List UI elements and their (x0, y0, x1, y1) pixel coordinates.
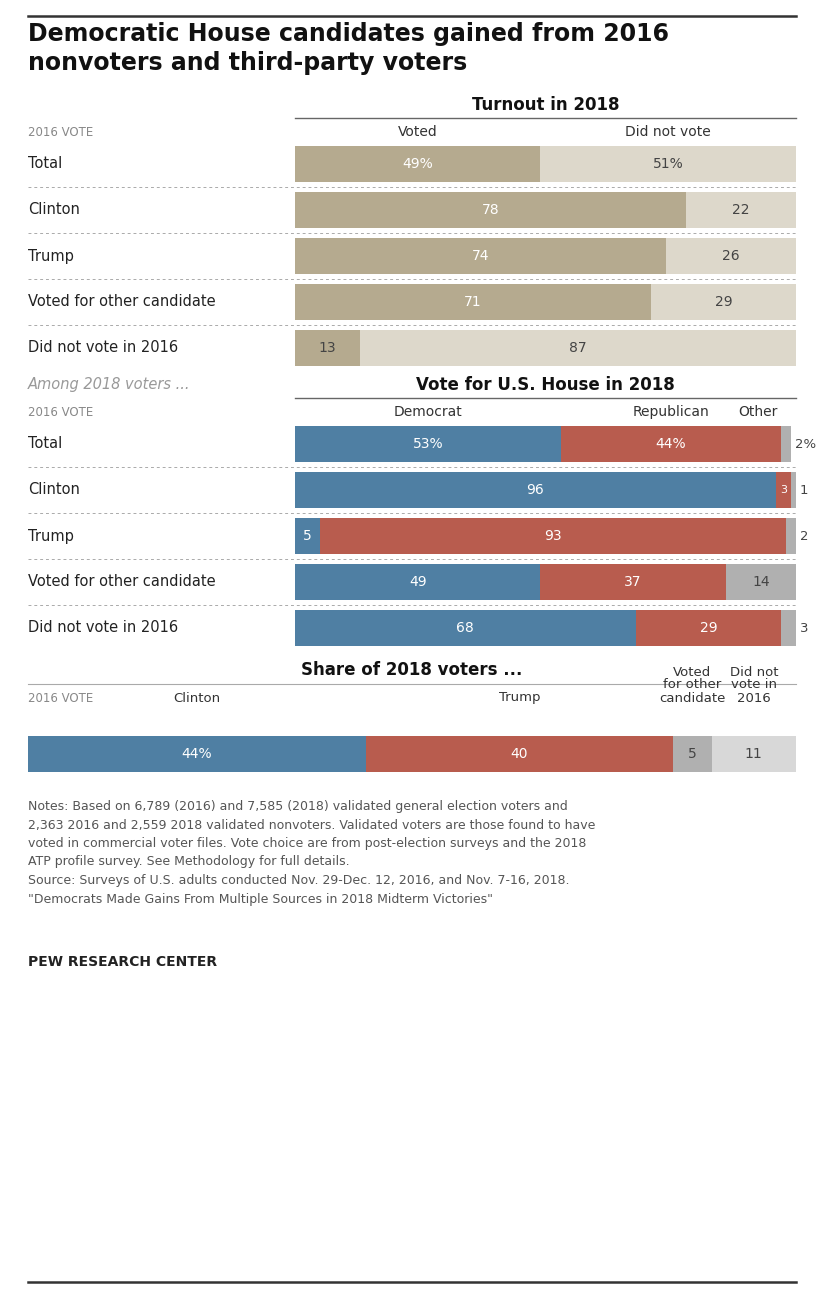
Text: Clinton: Clinton (28, 483, 80, 497)
Bar (561, 426, 781, 462)
Text: 49: 49 (409, 575, 426, 589)
Bar (540, 145, 796, 182)
Text: 87: 87 (569, 341, 587, 354)
Text: 2016 VOTE: 2016 VOTE (28, 126, 93, 139)
Text: 29: 29 (714, 295, 732, 309)
Text: 71: 71 (464, 295, 482, 309)
Text: Did not vote in 2016: Did not vote in 2016 (28, 620, 178, 636)
Bar (666, 238, 796, 274)
Text: Voted for other candidate: Voted for other candidate (28, 575, 216, 589)
Text: Voted: Voted (398, 125, 438, 139)
Text: Voted for other candidate: Voted for other candidate (28, 295, 216, 309)
Text: 78: 78 (482, 202, 499, 217)
Bar (28, 736, 366, 772)
Text: 14: 14 (752, 575, 770, 589)
Bar (791, 472, 796, 508)
Bar (295, 284, 651, 321)
Text: 2%: 2% (795, 437, 816, 450)
Text: Notes: Based on 6,789 (2016) and 7,585 (2018) validated general election voters : Notes: Based on 6,789 (2016) and 7,585 (… (28, 800, 596, 906)
Text: 37: 37 (624, 575, 642, 589)
Text: Democratic House candidates gained from 2016
nonvoters and third-party voters: Democratic House candidates gained from … (28, 22, 669, 75)
Bar (295, 565, 540, 600)
Bar (686, 192, 796, 228)
Text: candidate: candidate (659, 692, 725, 705)
Text: PEW RESEARCH CENTER: PEW RESEARCH CENTER (28, 955, 217, 970)
Text: 2: 2 (800, 530, 809, 543)
Bar (295, 238, 666, 274)
Text: Among 2018 voters ...: Among 2018 voters ... (28, 376, 191, 392)
Bar (726, 565, 796, 600)
Text: 3: 3 (800, 622, 809, 635)
Bar (781, 610, 796, 646)
Bar (320, 518, 786, 554)
Text: Share of 2018 voters ...: Share of 2018 voters ... (301, 661, 523, 679)
Text: 2016 VOTE: 2016 VOTE (28, 692, 93, 705)
Text: vote in: vote in (731, 679, 776, 692)
Text: Democrat: Democrat (393, 405, 462, 419)
Bar (366, 736, 673, 772)
Text: Total: Total (28, 157, 62, 171)
Text: 5: 5 (688, 748, 696, 761)
Text: Trump: Trump (28, 248, 74, 263)
Text: 49%: 49% (402, 157, 433, 171)
Text: Did not: Did not (729, 666, 778, 679)
Bar (295, 426, 561, 462)
Text: 40: 40 (510, 748, 529, 761)
Text: 96: 96 (527, 483, 544, 497)
Bar (636, 610, 781, 646)
Bar (295, 472, 776, 508)
Text: Vote for U.S. House in 2018: Vote for U.S. House in 2018 (416, 376, 675, 395)
Text: Trump: Trump (28, 528, 74, 544)
Text: 22: 22 (732, 202, 750, 217)
Bar (651, 284, 796, 321)
Text: 51%: 51% (653, 157, 684, 171)
Bar (360, 330, 796, 366)
Text: 5: 5 (303, 530, 312, 543)
Text: 29: 29 (700, 620, 717, 635)
Bar (295, 610, 636, 646)
Text: 74: 74 (472, 249, 489, 263)
Text: Total: Total (28, 436, 62, 452)
Text: Clinton: Clinton (173, 692, 221, 705)
Text: Did not vote: Did not vote (625, 125, 711, 139)
Bar (295, 192, 686, 228)
Text: Clinton: Clinton (28, 202, 80, 218)
Text: Voted: Voted (673, 666, 711, 679)
Text: 1: 1 (800, 483, 809, 497)
Text: 2016: 2016 (737, 692, 771, 705)
Text: Republican: Republican (633, 405, 710, 419)
Bar (295, 145, 540, 182)
Text: Did not vote in 2016: Did not vote in 2016 (28, 340, 178, 356)
Text: 11: 11 (745, 748, 762, 761)
Text: Other: Other (738, 405, 778, 419)
Bar (776, 472, 791, 508)
Bar (295, 330, 360, 366)
Text: 3: 3 (780, 485, 787, 495)
Text: 68: 68 (457, 620, 474, 635)
Text: Trump: Trump (499, 692, 540, 705)
Text: 44%: 44% (656, 437, 686, 450)
Text: 2016 VOTE: 2016 VOTE (28, 405, 93, 418)
Bar (673, 736, 711, 772)
Text: 13: 13 (319, 341, 336, 354)
Bar (540, 565, 726, 600)
Text: 53%: 53% (412, 437, 443, 450)
Text: 26: 26 (722, 249, 739, 263)
Bar (781, 426, 791, 462)
Bar (786, 518, 796, 554)
Text: 44%: 44% (182, 748, 212, 761)
Text: Turnout in 2018: Turnout in 2018 (472, 96, 620, 114)
Bar (295, 518, 320, 554)
Text: for other: for other (663, 679, 721, 692)
Bar (711, 736, 796, 772)
Text: 93: 93 (544, 530, 562, 543)
